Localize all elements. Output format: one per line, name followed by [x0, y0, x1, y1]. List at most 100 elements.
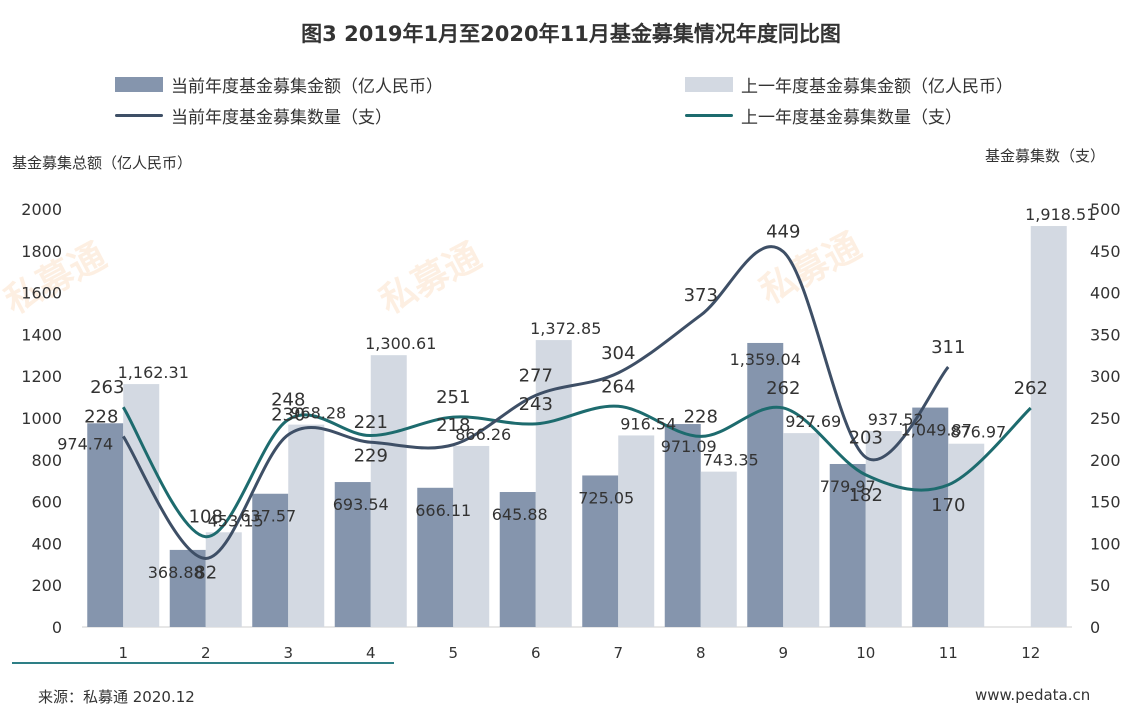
- bar-current-amount: [664, 424, 701, 627]
- bar-prev-value-label: 1,300.61: [365, 334, 436, 353]
- legend-label: 当前年度基金募集数量（支）: [171, 108, 392, 128]
- y-tick-label: 800: [31, 451, 62, 470]
- bar-prev-amount: [370, 355, 407, 627]
- bar-current-amount: [169, 549, 206, 627]
- line-current-value-label: 218: [436, 415, 470, 436]
- bar-prev-value-label: 876.97: [950, 423, 1006, 442]
- y2-tick-label: 450: [1090, 242, 1121, 261]
- bar-prev-amount: [1030, 226, 1067, 627]
- bar-prev-amount: [700, 471, 737, 627]
- bar-prev-amount: [123, 384, 160, 627]
- bar-current-amount: [499, 492, 536, 627]
- x-tick-label: 5: [448, 644, 458, 662]
- y2-tick-label: 0: [1090, 618, 1100, 637]
- y2-tick-label: 150: [1090, 493, 1121, 512]
- line-prev-value-label: 262: [766, 378, 800, 399]
- legend-swatch: [685, 114, 733, 117]
- bar-prev-amount: [865, 431, 902, 627]
- y-axis-title: 基金募集总额（亿人民币）: [12, 154, 193, 172]
- x-tick-label: 6: [531, 644, 541, 662]
- y-tick-label: 200: [31, 576, 62, 595]
- y-tick-label: 600: [31, 493, 62, 512]
- bar-current-value-label: 693.54: [333, 495, 389, 514]
- line-current-value-label: 311: [931, 337, 965, 358]
- bar-current-value-label: 1,359.04: [730, 350, 801, 369]
- line-current-value-label: 230: [271, 405, 305, 426]
- bar-current-amount: [87, 423, 124, 627]
- bar-prev-amount: [205, 532, 242, 627]
- x-tick-label: 3: [283, 644, 293, 662]
- bar-current-value-label: 1,049.87: [901, 421, 972, 440]
- bar-current-value-label: 368.88: [148, 563, 204, 582]
- bar-prev-amount: [453, 445, 490, 627]
- bar-prev-value-label: 743.35: [703, 451, 759, 470]
- line-current-value-label: 373: [684, 285, 718, 306]
- line-prev-value-label: 182: [849, 485, 883, 506]
- bar-prev-amount: [783, 433, 820, 627]
- bar-prev-value-label: 866.26: [455, 425, 511, 444]
- y2-tick-label: 400: [1090, 284, 1121, 303]
- legend-label: 当前年度基金募集金额（亿人民币）: [171, 77, 443, 97]
- legend-label: 上一年度基金募集金额（亿人民币）: [741, 77, 1013, 97]
- bar-current-amount: [334, 482, 371, 627]
- line-prev-value-label: 262: [1014, 378, 1048, 399]
- line-prev-value-label: 248: [271, 390, 305, 411]
- bar-prev-value-label: 1,372.85: [530, 319, 601, 338]
- legend-current-amount: 当前年度基金募集金额（亿人民币）: [115, 72, 443, 97]
- chart-title: 图3 2019年1月至2020年11月基金募集情况年度同比图: [301, 22, 841, 46]
- legend-prev-count: 上一年度基金募集数量（支）: [685, 103, 962, 128]
- y-tick-label: 0: [52, 618, 62, 637]
- bar-current-value-label: 666.11: [415, 501, 471, 520]
- y2-tick-label: 50: [1090, 576, 1110, 595]
- bar-current-value-label: 971.09: [661, 437, 717, 456]
- y2-tick-label: 500: [1090, 200, 1121, 219]
- y-tick-label: 1200: [21, 367, 62, 386]
- line-current-value-label: 203: [849, 427, 883, 448]
- source-note: 来源：私募通 2020.12: [38, 688, 195, 706]
- bar-prev-value-label: 937.52: [868, 410, 924, 429]
- y-tick-label: 400: [31, 534, 62, 553]
- bar-current-amount: [582, 475, 619, 627]
- x-tick-label: 12: [1021, 644, 1040, 662]
- bar-prev-value-label: 916.54: [620, 414, 676, 433]
- legend-prev-amount: 上一年度基金募集金额（亿人民币）: [685, 72, 1013, 97]
- line-prev-count: [121, 404, 1032, 539]
- bar-current-value-label: 637.57: [240, 507, 296, 526]
- y-tick-label: 1800: [21, 242, 62, 261]
- line-current-value-label: 449: [766, 222, 800, 243]
- x-tick-label: 7: [613, 644, 623, 662]
- bar-current-value-label: 779.97: [820, 477, 876, 496]
- bar-current-value-label: 645.88: [492, 505, 548, 524]
- bar-prev-value-label: 1,918.51: [1025, 205, 1096, 224]
- y2-tick-label: 250: [1090, 409, 1121, 428]
- x-tick-label: 8: [696, 644, 706, 662]
- legend-swatch: [115, 114, 163, 117]
- line-prev-value-label: 170: [931, 495, 965, 516]
- bar-current-amount: [252, 493, 289, 627]
- x-tick-label: 1: [118, 644, 128, 662]
- line-prev-value-label: 229: [354, 446, 388, 467]
- x-tick-label: 4: [366, 644, 376, 662]
- line-prev-value-label: 263: [90, 377, 124, 398]
- x-tick-label: 9: [778, 644, 788, 662]
- bar-current-value-label: 725.05: [578, 488, 634, 507]
- bar-current-amount: [912, 407, 949, 627]
- x-tick-label: 10: [856, 644, 875, 662]
- bar-prev-value-label: 1,162.31: [118, 363, 189, 382]
- bar-current-value-label: 974.74: [57, 434, 113, 453]
- line-current-value-label: 82: [194, 562, 217, 583]
- bar-prev-value-label: 968.28: [290, 404, 346, 423]
- bar-prev-value-label: 453.15: [208, 511, 264, 530]
- bar-prev-amount: [618, 435, 655, 627]
- line-current-value-label: 228: [84, 406, 118, 427]
- bar-current-amount: [829, 463, 866, 627]
- y-tick-label: 1600: [21, 284, 62, 303]
- y2-tick-label: 350: [1090, 325, 1121, 344]
- legend-swatch: [685, 77, 733, 92]
- y2-axis-title: 基金募集数（支）: [985, 147, 1106, 165]
- line-current-value-label: 304: [601, 343, 635, 364]
- legend-label: 上一年度基金募集数量（支）: [741, 108, 962, 128]
- x-tick-label: 2: [201, 644, 211, 662]
- bar-prev-value-label: 927.69: [785, 412, 841, 431]
